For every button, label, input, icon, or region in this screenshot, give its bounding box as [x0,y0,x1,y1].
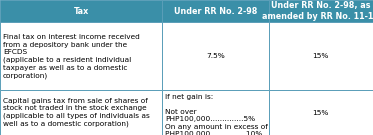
Bar [269,22,373,90]
Text: Under RR No. 2-98: Under RR No. 2-98 [174,7,257,16]
Text: 15%: 15% [313,53,329,59]
Text: 7.5%: 7.5% [206,53,225,59]
Bar [162,22,269,90]
Text: Final tax on interest income received
from a depository bank under the
EFCDS
(ap: Final tax on interest income received fr… [3,34,140,79]
Text: Under RR No. 2-98, as
amended by RR No. 11-18: Under RR No. 2-98, as amended by RR No. … [262,1,373,21]
Text: If net gain is:

Not over
PHP100,000..............5%
On any amount in excess of
: If net gain is: Not over PHP100,000.....… [165,94,268,135]
Bar [0,22,162,90]
Bar [162,90,269,135]
Bar [0,90,162,135]
Text: Tax: Tax [73,7,89,16]
Text: Capital gains tax from sale of shares of
stock not traded in the stock exchange
: Capital gains tax from sale of shares of… [3,98,150,127]
Bar [269,90,373,135]
Text: 15%: 15% [313,110,329,116]
Bar [0,0,162,22]
Bar [162,0,269,22]
Bar [269,0,373,22]
